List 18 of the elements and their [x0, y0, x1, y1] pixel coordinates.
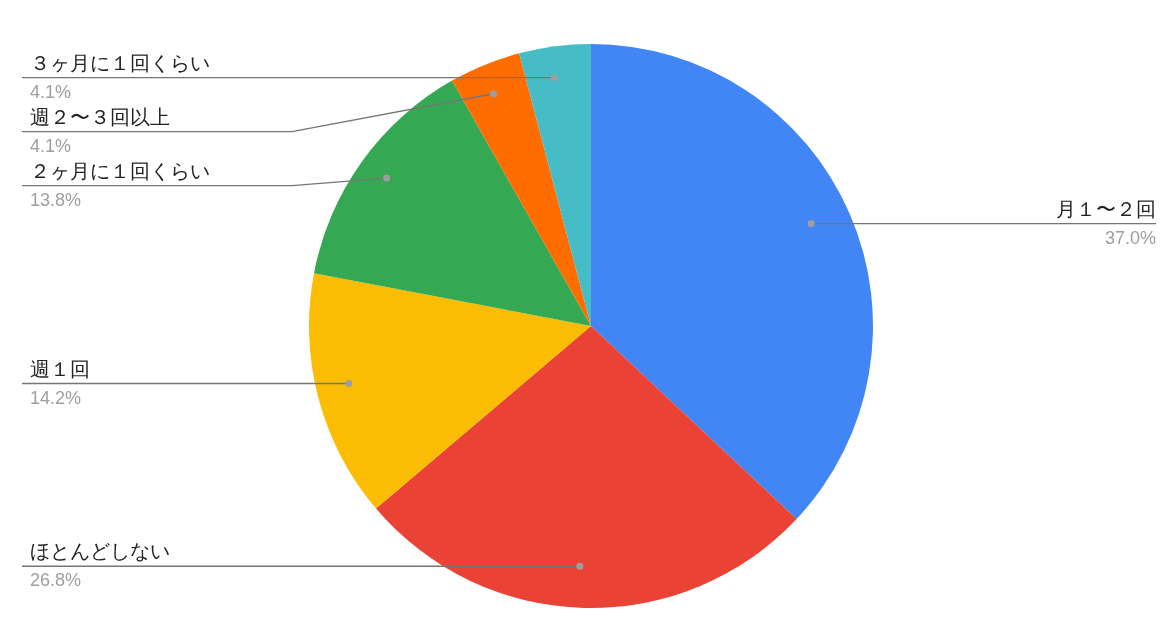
pie-slice [314, 80, 591, 326]
pie-slice [519, 44, 591, 326]
pie-slice [591, 44, 873, 520]
slice-label: ２ヶ月に１回くらい [30, 158, 210, 183]
slice-label: ３ヶ月に１回くらい [30, 50, 210, 75]
pie-slice [309, 273, 591, 509]
data-label: 26.8% [30, 570, 82, 591]
data-label: 4.1% [30, 135, 72, 156]
data-label: 14.2% [30, 387, 82, 408]
data-label: 13.8% [30, 189, 82, 210]
data-label: 4.1% [30, 81, 72, 102]
data-label: 37.0% [1104, 227, 1156, 248]
pie-slice [375, 326, 797, 608]
slice-label: 月１〜２回 [1056, 196, 1156, 221]
slice-label: ほとんどしない [30, 539, 170, 564]
slice-label: 週１回 [30, 356, 90, 381]
pie-slice [452, 53, 591, 326]
slice-label: 週２〜３回以上 [30, 104, 170, 129]
